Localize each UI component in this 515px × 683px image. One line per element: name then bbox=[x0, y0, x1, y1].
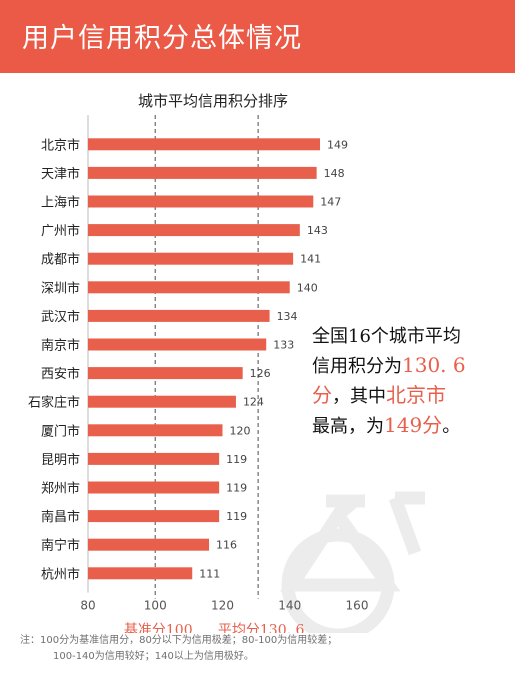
x-tick-label: 140 bbox=[278, 599, 301, 613]
bar bbox=[88, 481, 220, 494]
summary-text: 全国16个城市平均 信用积分为130. 6 分，其中北京市 最高，为149分。 bbox=[312, 322, 512, 441]
bar bbox=[88, 510, 220, 523]
category-label: 杭州市 bbox=[41, 566, 80, 582]
data-label: 147 bbox=[320, 196, 341, 209]
category-label: 深圳市 bbox=[41, 280, 80, 296]
category-label: 成都市 bbox=[41, 252, 80, 268]
category-label: 厦门市 bbox=[41, 423, 80, 439]
data-label: 140 bbox=[297, 281, 318, 294]
data-label: 119 bbox=[226, 453, 247, 466]
category-label: 昆明市 bbox=[41, 452, 80, 468]
category-label: 南京市 bbox=[41, 338, 80, 354]
summary-line-4-prefix: 最高，为 bbox=[312, 416, 384, 437]
data-label: 141 bbox=[300, 253, 321, 266]
bar bbox=[88, 338, 267, 351]
bicycle-icon bbox=[279, 491, 425, 633]
category-label: 武汉市 bbox=[41, 309, 80, 325]
data-label: 119 bbox=[226, 482, 247, 495]
bar bbox=[88, 424, 223, 437]
x-tick-label: 80 bbox=[80, 599, 95, 613]
category-label: 西安市 bbox=[41, 366, 80, 382]
data-label: 143 bbox=[307, 224, 328, 237]
data-label: 124 bbox=[243, 396, 264, 409]
bar bbox=[88, 309, 270, 322]
bar bbox=[88, 252, 294, 265]
bar bbox=[88, 166, 317, 179]
footnote-line-1: 注：100分为基准信用分，80分以下为信用极差；80-100为信用较差； bbox=[20, 635, 338, 646]
x-tick-label: 100 bbox=[144, 599, 167, 613]
reference-label: 基准分100 bbox=[124, 622, 193, 633]
data-label: 148 bbox=[324, 167, 345, 180]
category-label: 北京市 bbox=[41, 137, 80, 153]
top-score-highlight: 149分 bbox=[384, 413, 443, 437]
bar bbox=[88, 281, 290, 294]
reference-label: 平均分130. 6 bbox=[218, 623, 305, 633]
summary-line-1: 全国16个城市平均 bbox=[312, 326, 461, 347]
top-city-highlight: 北京市 bbox=[386, 383, 446, 407]
bar bbox=[88, 367, 243, 380]
bar bbox=[88, 395, 236, 408]
summary-line-4: 最高，为149分。 bbox=[312, 411, 512, 441]
bar bbox=[88, 138, 321, 151]
bar bbox=[88, 452, 220, 465]
category-label: 石家庄市 bbox=[28, 395, 80, 411]
header-banner: 用户信用积分总体情况 bbox=[0, 0, 515, 73]
data-label: 119 bbox=[226, 510, 247, 523]
page-title: 用户信用积分总体情况 bbox=[22, 23, 302, 54]
data-label: 126 bbox=[250, 367, 271, 380]
bar bbox=[88, 538, 210, 551]
x-tick-label: 120 bbox=[211, 599, 234, 613]
summary-line-2-prefix: 信用积分为 bbox=[312, 356, 402, 377]
summary-line-3: 分，其中北京市 bbox=[312, 381, 512, 411]
category-label: 郑州市 bbox=[41, 481, 80, 497]
city-credit-score-chart: 80 100 120 140 160 基准分100 平均分130. 6 北京市 149 天津市 14… bbox=[28, 92, 425, 633]
average-score-highlight: 130. 6 bbox=[402, 353, 466, 377]
data-label: 133 bbox=[273, 339, 294, 352]
data-label: 111 bbox=[199, 567, 220, 580]
data-label: 149 bbox=[327, 138, 348, 151]
data-label: 116 bbox=[216, 539, 237, 552]
summary-line-4-suffix: 。 bbox=[442, 416, 461, 437]
summary-line-3-mid: ，其中 bbox=[332, 386, 386, 407]
category-label: 广州市 bbox=[41, 223, 80, 239]
score-unit-highlight: 分 bbox=[312, 383, 332, 407]
bar bbox=[88, 195, 314, 208]
data-label: 134 bbox=[277, 310, 298, 323]
footnote: 注：100分为基准信用分，80分以下为信用极差；80-100为信用较差； 100… bbox=[20, 633, 510, 665]
data-label: 120 bbox=[230, 424, 251, 437]
category-label: 上海市 bbox=[41, 195, 80, 211]
bar bbox=[88, 567, 193, 580]
category-label: 南昌市 bbox=[41, 509, 80, 525]
footnote-line-2: 100-140为信用较好；140以上为信用极好。 bbox=[53, 651, 254, 662]
x-tick-label: 160 bbox=[346, 599, 369, 613]
chart-title: 城市平均信用积分排序 bbox=[138, 92, 288, 110]
category-label: 天津市 bbox=[41, 166, 80, 182]
summary-line-2: 信用积分为130. 6 bbox=[312, 351, 512, 381]
category-label: 南宁市 bbox=[41, 538, 80, 554]
bar bbox=[88, 224, 300, 237]
